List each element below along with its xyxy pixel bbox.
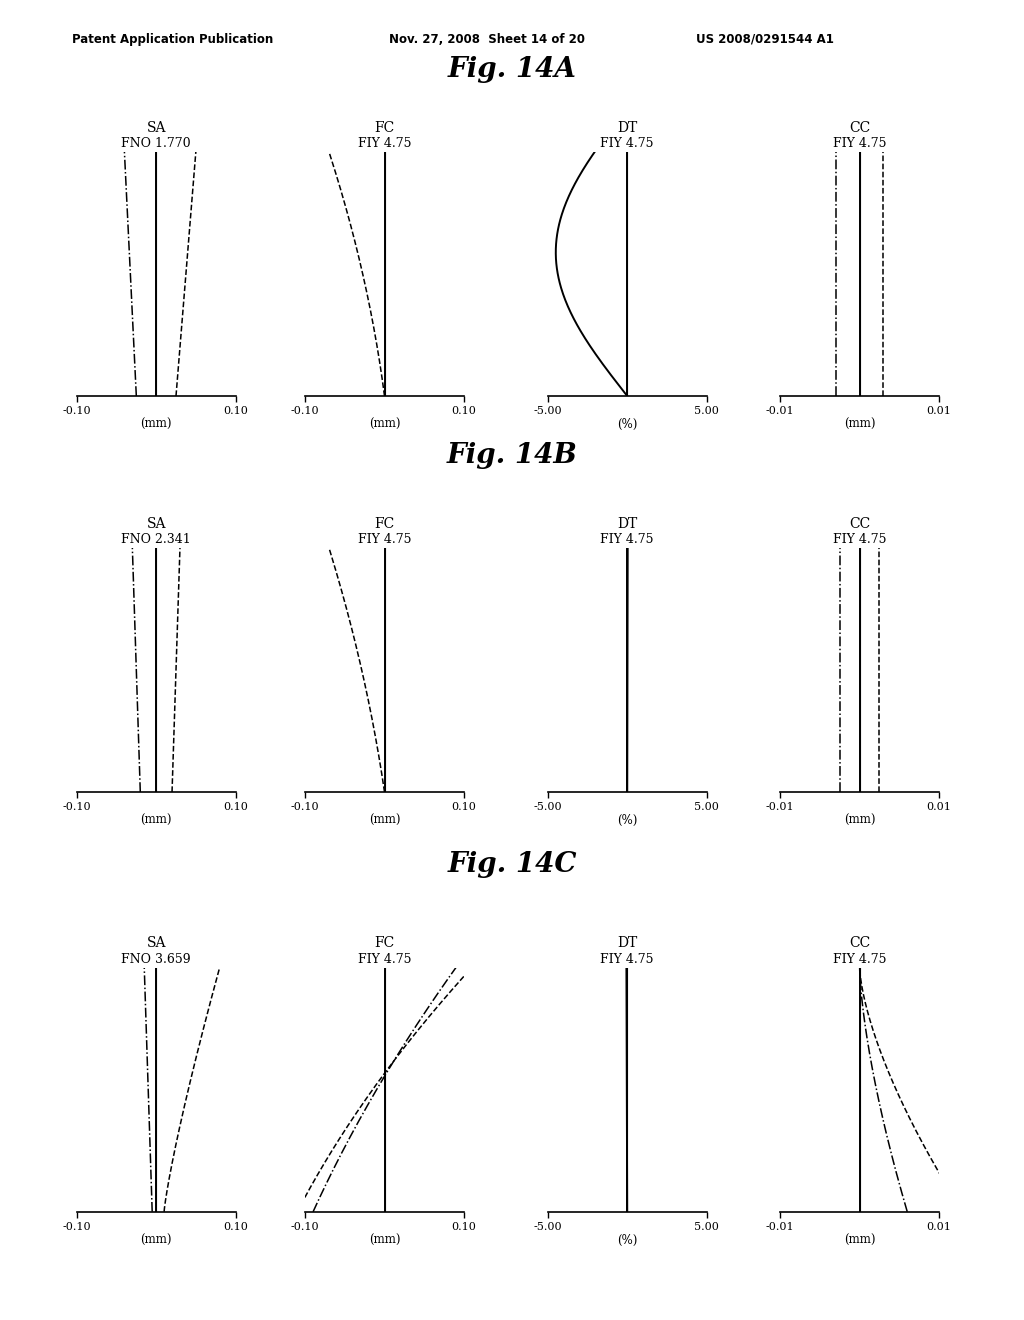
X-axis label: (mm): (mm) (369, 1234, 400, 1246)
Text: US 2008/0291544 A1: US 2008/0291544 A1 (696, 33, 835, 46)
Text: SA: SA (146, 120, 166, 135)
Text: FIY 4.75: FIY 4.75 (600, 137, 654, 150)
Text: FIY 4.75: FIY 4.75 (357, 137, 412, 150)
Text: FIY 4.75: FIY 4.75 (357, 533, 412, 546)
X-axis label: (%): (%) (617, 418, 637, 430)
Text: FNO 1.770: FNO 1.770 (122, 137, 190, 150)
Text: CC: CC (849, 120, 870, 135)
Text: Fig. 14B: Fig. 14B (446, 442, 578, 469)
Text: FIY 4.75: FIY 4.75 (833, 953, 887, 966)
Text: DT: DT (617, 120, 637, 135)
X-axis label: (%): (%) (617, 814, 637, 826)
Text: SA: SA (146, 516, 166, 531)
Text: FNO 2.341: FNO 2.341 (121, 533, 191, 546)
Text: FC: FC (375, 936, 394, 950)
Text: SA: SA (146, 936, 166, 950)
X-axis label: (mm): (mm) (844, 418, 876, 430)
Text: FIY 4.75: FIY 4.75 (600, 533, 654, 546)
Text: FIY 4.75: FIY 4.75 (833, 137, 887, 150)
Text: Fig. 14C: Fig. 14C (447, 851, 577, 878)
X-axis label: (%): (%) (617, 1234, 637, 1246)
Text: FNO 3.659: FNO 3.659 (122, 953, 190, 966)
X-axis label: (mm): (mm) (844, 1234, 876, 1246)
Text: FIY 4.75: FIY 4.75 (600, 953, 654, 966)
X-axis label: (mm): (mm) (369, 418, 400, 430)
Text: FIY 4.75: FIY 4.75 (357, 953, 412, 966)
X-axis label: (mm): (mm) (140, 814, 172, 826)
Text: FIY 4.75: FIY 4.75 (833, 533, 887, 546)
Text: Fig. 14A: Fig. 14A (447, 57, 577, 83)
Text: CC: CC (849, 936, 870, 950)
X-axis label: (mm): (mm) (369, 814, 400, 826)
X-axis label: (mm): (mm) (844, 814, 876, 826)
X-axis label: (mm): (mm) (140, 418, 172, 430)
Text: Nov. 27, 2008  Sheet 14 of 20: Nov. 27, 2008 Sheet 14 of 20 (389, 33, 585, 46)
Text: DT: DT (617, 936, 637, 950)
Text: CC: CC (849, 516, 870, 531)
Text: DT: DT (617, 516, 637, 531)
X-axis label: (mm): (mm) (140, 1234, 172, 1246)
Text: Patent Application Publication: Patent Application Publication (72, 33, 273, 46)
Text: FC: FC (375, 516, 394, 531)
Text: FC: FC (375, 120, 394, 135)
